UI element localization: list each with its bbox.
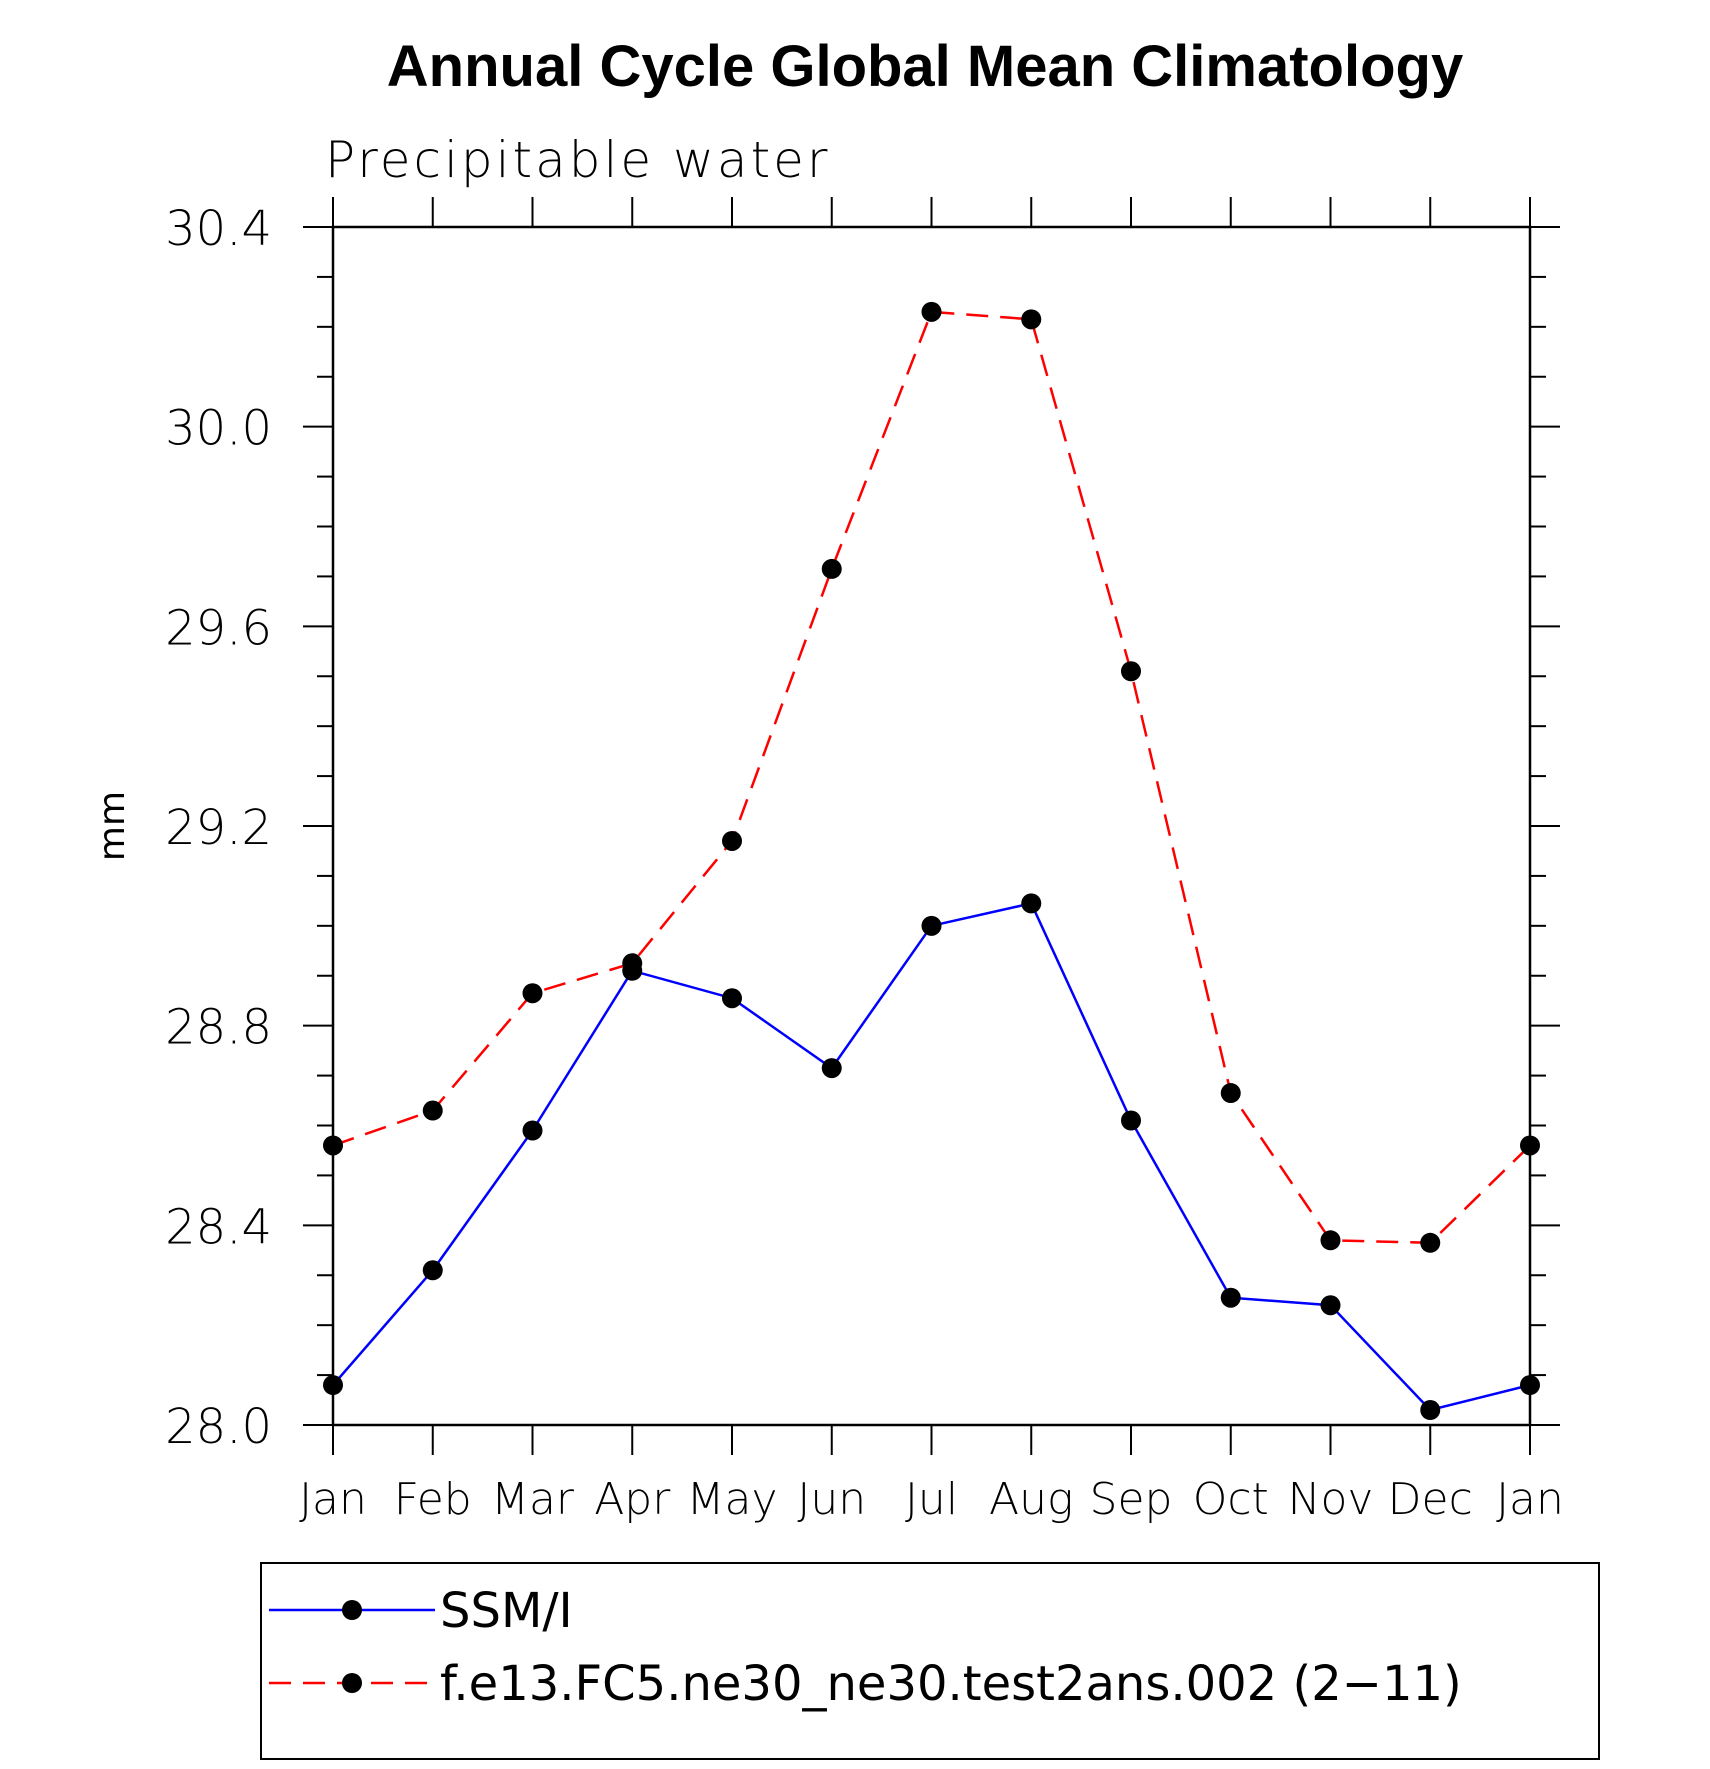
data-point-series-1 [1320,1230,1341,1251]
data-point-series-0 [1520,1375,1540,1396]
x-axis: Jan Feb Mar Apr May Jun Jul Aug Sep Oct Nov Dec Jan [299,197,1564,1525]
data-point-series-0 [722,988,742,1009]
x-tick-label: Oct [1193,1474,1269,1525]
legend-marker-model [342,1673,362,1693]
x-tick-label: Jul [905,1474,958,1525]
data-point-series-0 [921,915,942,936]
y-tick-label: 29.6 [165,600,272,656]
y-axis: 28.0 28.4 28.8 29.2 29.6 30.0 30.4 [165,201,1560,1455]
x-tick-label: Sep [1090,1474,1173,1525]
data-point-series-1 [821,558,842,579]
x-tick-label: Jun [797,1474,866,1525]
data-point-series-0 [323,1375,343,1396]
legend: SSM/I f.e13.FC5.ne30_ne30.test2ans.002 (… [260,1562,1600,1760]
legend-box [260,1562,1600,1760]
data-point-series-1 [1121,661,1141,682]
data-point-series-1 [622,953,643,974]
x-tick-label: Jan [1496,1474,1564,1525]
data-point-series-1 [722,830,742,851]
data-point-series-1 [1021,309,1042,330]
data-point-series-1 [323,1135,343,1156]
y-tick-label: 29.2 [165,800,272,856]
x-tick-label: Nov [1288,1474,1374,1525]
legend-label-model: f.e13.FC5.ne30_ne30.test2ans.002 (2−11) [440,1656,1462,1712]
data-point-series-0 [522,1120,543,1141]
x-tick-label: Jan [299,1474,367,1525]
chart-subtitle: Precipitable water [325,131,831,189]
y-tick-label: 30.0 [165,401,272,457]
data-point-series-1 [1420,1232,1441,1253]
data-point-series-0 [821,1058,842,1079]
y-tick-label: 28.8 [165,1000,272,1056]
data-point-series-0 [1420,1400,1441,1421]
data-point-series-1 [422,1100,443,1121]
y-tick-label: 30.4 [165,201,272,257]
data-point-series-1 [921,301,942,322]
data-point-series-0 [1121,1110,1141,1131]
y-axis-label: mm [92,791,133,861]
x-tick-label: Feb [394,1474,472,1525]
chart-title: Annual Cycle Global Mean Climatology [387,34,1463,99]
x-tick-label: May [687,1474,778,1525]
y-tick-label: 28.0 [165,1399,272,1455]
y-tick-label: 28.4 [165,1199,272,1255]
x-tick-label: Apr [594,1474,671,1525]
x-tick-label: Dec [1388,1474,1473,1525]
data-point-series-0 [422,1260,443,1281]
legend-marker-ssmi [342,1600,362,1620]
data-point-series-1 [1220,1083,1241,1104]
data-point-series-0 [1021,893,1042,914]
data-point-series-0 [1320,1295,1341,1316]
x-tick-label: Aug [989,1474,1073,1525]
data-point-series-1 [1520,1135,1540,1156]
data-point-series-1 [522,983,543,1004]
legend-label-ssmi: SSM/I [440,1583,573,1639]
data-point-series-0 [1220,1287,1241,1308]
series-layer [323,301,1540,1421]
x-tick-label: Mar [491,1474,575,1525]
